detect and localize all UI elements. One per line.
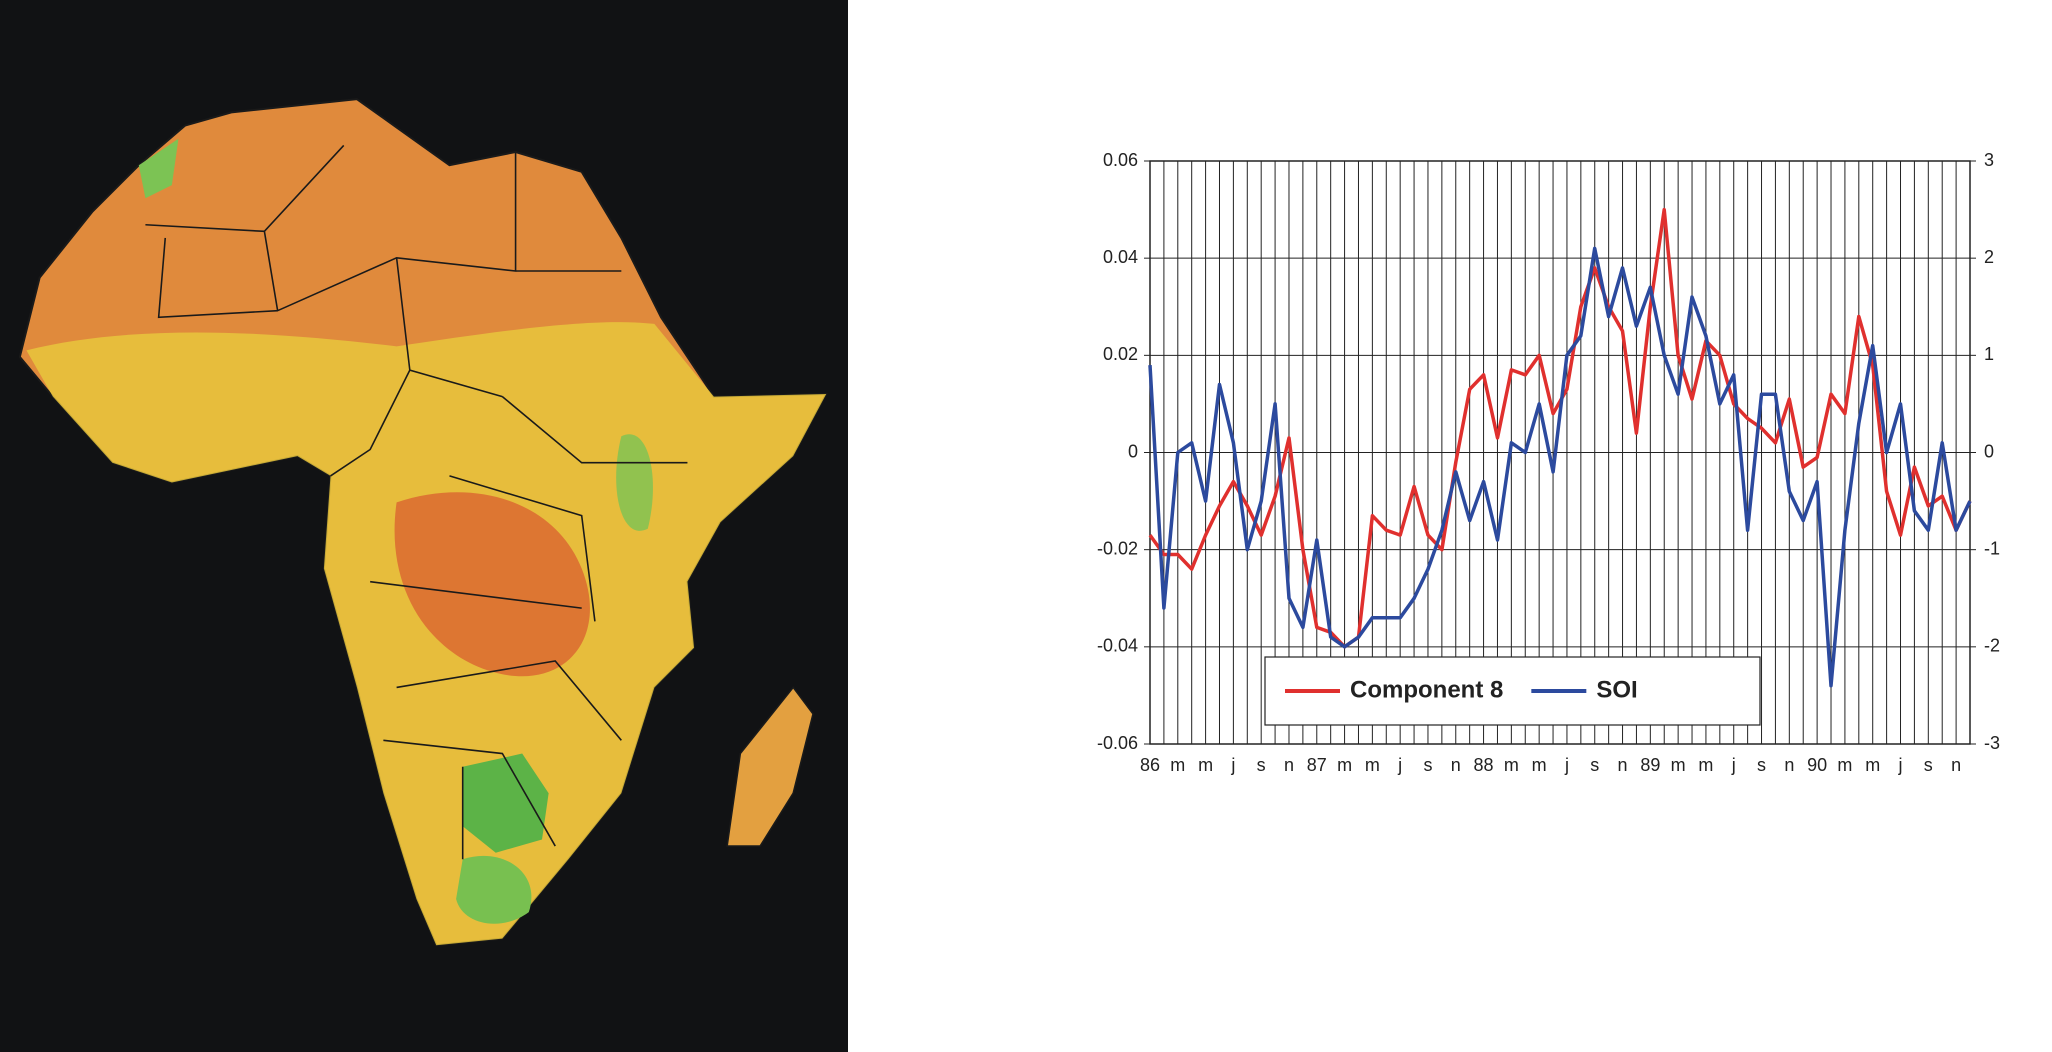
x-tick-label: 90 — [1807, 755, 1827, 775]
y-tick-label: 0.06 — [1103, 150, 1138, 170]
green-patch — [616, 434, 653, 531]
x-tick-label: j — [1898, 755, 1903, 775]
y2-tick-label: 1 — [1984, 344, 1994, 364]
x-tick-label: n — [1284, 755, 1294, 775]
green-patch — [138, 138, 179, 199]
madagascar — [726, 686, 814, 847]
x-tick-label: s — [1423, 755, 1432, 775]
legend-label: SOI — [1596, 676, 1637, 703]
x-tick-label: m — [1337, 755, 1352, 775]
x-tick-label: s — [1757, 755, 1766, 775]
y-tick-label: 0 — [1128, 441, 1138, 461]
x-tick-label: j — [1230, 755, 1235, 775]
y2-tick-label: -1 — [1984, 538, 2000, 558]
x-tick-label: n — [1451, 755, 1461, 775]
x-tick-label: m — [1198, 755, 1213, 775]
y2-tick-label: 0 — [1984, 441, 1994, 461]
chart: -0.06 -0.04 -0.02 0 0.02 0.04 0.06 -3 -2 -1 0 1 2 3 86… — [1097, 150, 2000, 775]
series-line — [1148, 246, 1972, 688]
x-tick-label: 87 — [1307, 755, 1327, 775]
x-tick-label: 86 — [1140, 755, 1160, 775]
plot-frame — [1149, 160, 1971, 745]
green-patch — [456, 855, 532, 924]
x-tick-label: s — [1257, 755, 1266, 775]
green-patch — [462, 753, 549, 853]
y-tick-label: -0.06 — [1097, 733, 1138, 753]
x-tick-label: n — [1618, 755, 1628, 775]
y-tick-label: 0.04 — [1103, 247, 1138, 267]
x-tick-label: m — [1671, 755, 1686, 775]
x-tick-label: m — [1365, 755, 1380, 775]
y2-tick-label: 3 — [1984, 150, 1994, 170]
y-tick-label: 0.02 — [1103, 344, 1138, 364]
x-tick-label: m — [1837, 755, 1852, 775]
x-tick-label: s — [1590, 755, 1599, 775]
africa-map — [18, 98, 828, 947]
x-tick-label: m — [1865, 755, 1880, 775]
map-panel — [0, 0, 848, 1052]
legend-box — [1264, 656, 1761, 726]
x-tick-label: n — [1784, 755, 1794, 775]
forest-patch — [394, 492, 590, 677]
y2-tick-label: -3 — [1984, 733, 2000, 753]
x-tick-label: m — [1698, 755, 1713, 775]
legend: Component 8 SOI — [1264, 656, 1761, 726]
x-tick-label: j — [1564, 755, 1569, 775]
legend-label: Component 8 — [1350, 676, 1503, 703]
x-tick-label: m — [1504, 755, 1519, 775]
borders — [145, 144, 688, 860]
x-tick-label: n — [1951, 755, 1961, 775]
x-tick-label: 89 — [1640, 755, 1660, 775]
y2-tick-label: -2 — [1984, 636, 2000, 656]
x-tick-label: m — [1170, 755, 1185, 775]
y2-tick-label: 2 — [1984, 247, 1994, 267]
x-tick-label: s — [1924, 755, 1933, 775]
x-tick-label: j — [1731, 755, 1736, 775]
x-tick-label: 88 — [1474, 755, 1494, 775]
y-tick-label: -0.04 — [1097, 636, 1138, 656]
y-tick-label: -0.02 — [1097, 538, 1138, 558]
x-tick-label: m — [1532, 755, 1547, 775]
x-tick-label: j — [1397, 755, 1402, 775]
